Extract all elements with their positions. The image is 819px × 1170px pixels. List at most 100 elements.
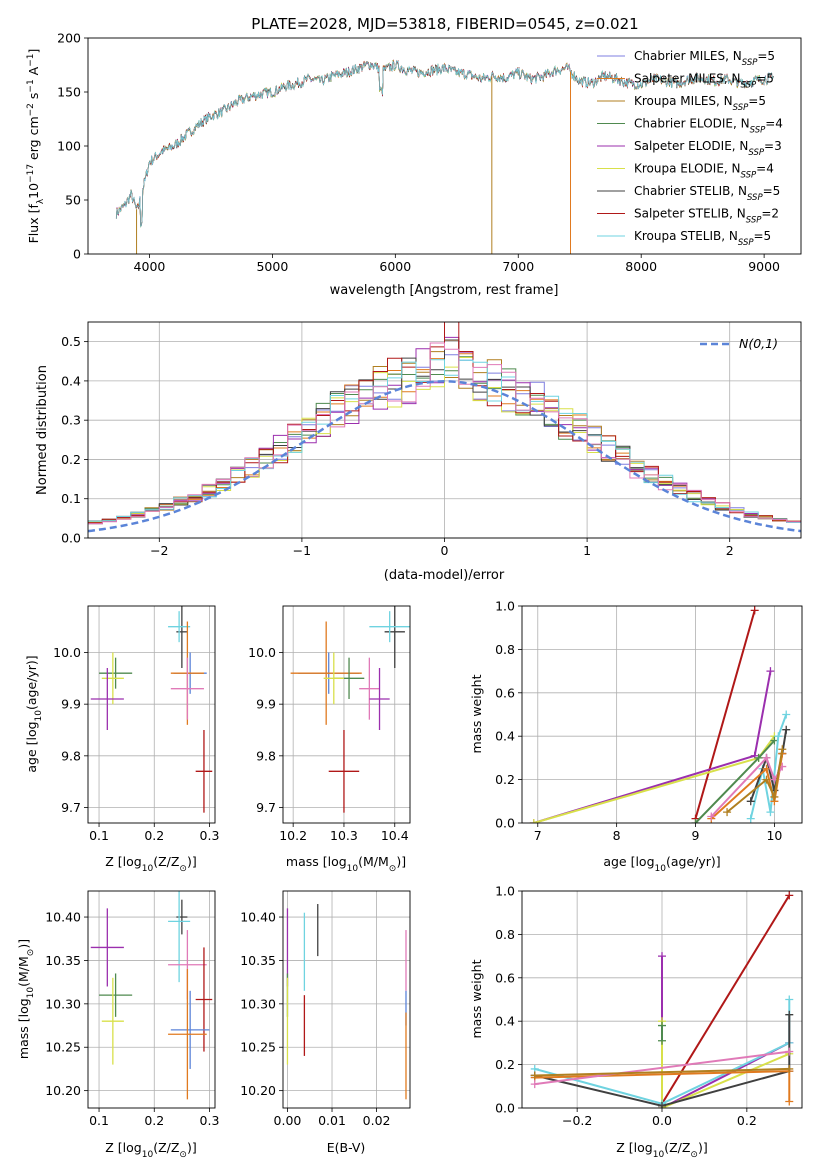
weight-marker: [762, 775, 771, 784]
axes-frame: [87, 890, 216, 1109]
x-tick-label: 7: [534, 828, 542, 843]
weight-line: [726, 749, 784, 813]
panel-mass_vs_ebv: 0.00 0.01 0.02 10.20 10.25 10.30 10.35 10.40 E(B…: [240, 890, 411, 1155]
x-axis-label: Z [log10(Z/Z⊙)]: [105, 1140, 196, 1160]
axes-frame: [282, 890, 411, 1109]
weight-marker: [723, 808, 732, 817]
data-point: [328, 730, 360, 813]
y-axis-label: age [log10(age/yr)]: [24, 655, 44, 772]
label-part: Z [log: [105, 1140, 141, 1155]
x-tick-label: 0.00: [274, 1113, 302, 1128]
histogram-step: [88, 339, 801, 523]
data-point: [369, 668, 390, 730]
weight-marker: [530, 1080, 539, 1089]
y-axis-label: mass weight: [469, 959, 484, 1038]
weight-line: [534, 1050, 790, 1086]
label-part: −2: [26, 103, 36, 116]
y-axis-label: mass weight: [469, 674, 484, 753]
legend-value: =4: [756, 162, 774, 176]
legend-sub: SSP: [750, 126, 766, 136]
weight-marker: [707, 812, 716, 821]
axes-frame: [521, 605, 803, 824]
data-point: [359, 657, 380, 720]
label-part: 10: [142, 864, 154, 874]
data-point: [168, 891, 191, 983]
label-part: Z [log: [105, 854, 141, 869]
label-part: Z [log: [616, 1140, 652, 1155]
y-tick-label: 1.0: [495, 599, 515, 614]
label-part: )]: [187, 854, 197, 869]
x-axis-label: age [log10(age/yr)]: [603, 854, 720, 874]
x-tick-label: −1: [293, 543, 311, 558]
y-tick-label: 9.7: [256, 800, 276, 815]
x-tick-label: 9000: [748, 259, 780, 274]
panel-age_vs_mass: 10.2 10.3 10.4 9.7 9.8 9.9 10.0 mass [log10(M/M…: [248, 605, 411, 874]
weight-marker: [770, 792, 779, 801]
histogram-step: [88, 322, 801, 524]
weight-marker: [762, 753, 771, 762]
y-tick-label: 10.35: [45, 953, 81, 968]
x-tick-label: 9: [692, 828, 700, 843]
label-part: )]: [396, 854, 406, 869]
data-point: [176, 899, 188, 935]
x-tick-label: 0.2: [737, 1113, 757, 1128]
label-part: 10: [655, 864, 667, 874]
label-part: ⊙: [26, 949, 36, 957]
x-tick-label: 0.1: [89, 828, 109, 843]
x-tick-label: 6000: [379, 259, 411, 274]
label-part: 10: [347, 864, 359, 874]
weight-line: [694, 610, 756, 819]
label-part: (age/yr)]: [24, 655, 39, 710]
y-tick-label: 0.8: [495, 642, 515, 657]
weight-marker: [785, 1064, 794, 1073]
weight-line: [534, 1014, 791, 1107]
x-axis-label: wavelength [Angstrom, rest frame]: [330, 283, 559, 298]
legend-entry: N(0,1): [739, 336, 778, 351]
label-part: ⊙: [389, 864, 397, 874]
y-tick-label: 9.8: [61, 748, 81, 763]
y-tick-label: 0.6: [495, 685, 515, 700]
weight-marker: [762, 764, 771, 773]
data-point: [99, 973, 133, 1017]
histogram-step: [88, 357, 801, 523]
x-tick-label: 0.3: [200, 1113, 220, 1128]
label-part: ⊙: [179, 1150, 187, 1160]
weight-marker: [658, 1036, 666, 1045]
x-tick-label: 0.01: [318, 1113, 346, 1128]
plot-area: [88, 322, 801, 533]
axes-frame: [87, 321, 802, 539]
legend-value: =5: [754, 229, 772, 243]
weight-marker: [766, 667, 775, 676]
data-point: [99, 657, 133, 689]
x-tick-label: 5000: [256, 259, 288, 274]
weight-marker: [746, 814, 755, 823]
weight-marker: [750, 606, 759, 615]
x-tick-label: 2: [726, 543, 734, 558]
data-point: [176, 606, 188, 668]
x-tick-label: 8000: [625, 259, 657, 274]
legend-sub: SSP: [742, 58, 758, 68]
weight-marker: [782, 725, 791, 734]
histogram-step: [88, 342, 801, 525]
y-tick-label: 0.0: [495, 816, 515, 831]
weight-marker: [785, 1097, 794, 1106]
plot-area: [115, 58, 774, 254]
label-part: ⊙: [690, 1150, 698, 1160]
label-part: age [log: [24, 721, 39, 772]
weight-marker: [785, 1047, 794, 1056]
weight-marker: [754, 753, 763, 762]
y-axis-label: Flux [fλ10−17 erg cm−2 s−1 A−1]: [26, 49, 46, 244]
axes-frame: [87, 605, 216, 824]
x-tick-label: 8: [613, 828, 621, 843]
y-tick-label: 0.0: [61, 531, 81, 546]
data-point: [101, 977, 124, 1065]
legend-value: =4: [765, 117, 783, 131]
y-tick-label: 10.30: [240, 996, 276, 1011]
weight-marker: [785, 995, 794, 1004]
weight-line: [661, 894, 791, 1105]
x-tick-label: 0.2: [144, 1113, 164, 1128]
y-tick-label: 0.8: [495, 927, 515, 942]
data-point: [369, 611, 410, 643]
y-tick-label: 9.9: [61, 697, 81, 712]
label-part: λ: [36, 198, 46, 204]
